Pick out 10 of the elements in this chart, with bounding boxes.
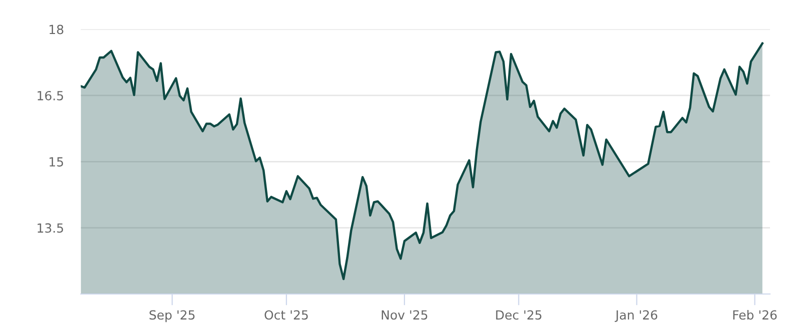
x-tick-label: Jan '26	[614, 310, 658, 322]
y-tick-label: 16.5	[38, 90, 64, 100]
x-tick-label: Oct '25	[264, 310, 308, 320]
x-tick-label: Nov '25	[382, 310, 428, 320]
y-tick-label: 18	[50, 24, 64, 34]
y-tick-label: 13.5	[38, 223, 64, 233]
y-tick-label: 15	[50, 157, 64, 167]
x-tick-label: Dec '25	[496, 310, 542, 320]
x-tick-label: Feb '26	[733, 310, 777, 320]
x-tick-label: Sep '25	[150, 310, 195, 322]
